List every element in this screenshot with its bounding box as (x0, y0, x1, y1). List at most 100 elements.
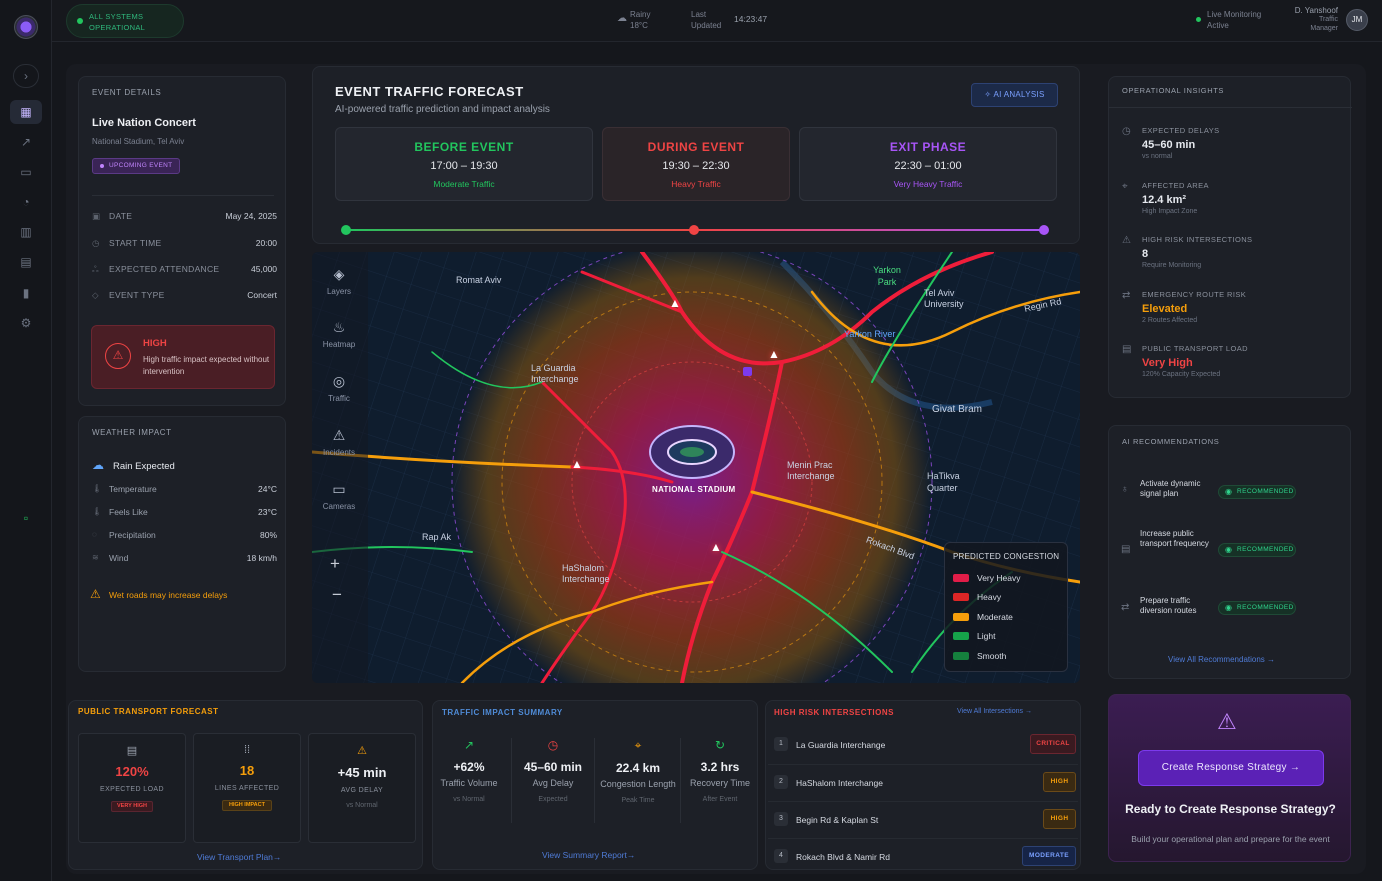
tool-label: Layers (326, 287, 351, 296)
nav-settings[interactable]: ⚙ (10, 311, 42, 335)
link-label: View Summary Report (542, 850, 627, 860)
legend-item: Smooth (953, 646, 1063, 666)
live-dot-icon (1196, 17, 1201, 22)
row-label: EXPECTED ATTENDANCE (109, 264, 220, 274)
intersection-row[interactable]: 4 Rokach Blvd & Namir Rd MODERATE (768, 838, 1078, 874)
nav-alerts[interactable]: ◔ (10, 190, 42, 214)
route-icon: ⁞⁞ (243, 744, 251, 756)
nav-dashboard[interactable]: ▦ (10, 100, 42, 124)
recommendation-text: Prepare traffic diversion routes (1140, 596, 1197, 615)
row-value: Concert (247, 290, 277, 300)
expand-sidebar-button[interactable]: › (13, 64, 39, 88)
phase-during-event[interactable]: DURING EVENT 19:30 – 22:30 Heavy Traffic (602, 127, 790, 201)
row-value: 45,000 (251, 264, 277, 274)
row-value: 18 km/h (246, 553, 277, 563)
badge-dot-icon (100, 164, 104, 168)
tool-cameras[interactable]: ▭ Cameras (312, 481, 366, 511)
nav-status[interactable]: ▫ (10, 506, 42, 530)
intersection-name: La Guardia Interchange (796, 740, 886, 750)
view-all-intersections-link[interactable]: View All Intersections → (957, 708, 1032, 715)
insight-value: Very High (1142, 357, 1193, 369)
tool-traffic[interactable]: ◎ Traffic (312, 373, 366, 403)
alert-triangle-icon: ⚠ (1122, 235, 1131, 246)
bar-chart-icon: ▮ (22, 286, 30, 300)
stat-label: AVG DELAY (340, 787, 384, 794)
zoom-out-button[interactable]: − (332, 585, 342, 604)
warning-icon: ⚠ (90, 587, 101, 601)
phase-time: 19:30 – 22:30 (662, 160, 730, 172)
warning-icon: ⚠ (105, 343, 131, 369)
timeline-marker-during[interactable] (689, 225, 699, 235)
transport-stat: ⁞⁞ 18 LINES AFFECTED HIGH IMPACT (193, 733, 301, 843)
incident-marker-icon[interactable]: ▲ (768, 347, 780, 361)
insight-value: Elevated (1142, 303, 1188, 315)
nav-analytics[interactable]: ↗ (10, 130, 42, 154)
incident-marker-icon[interactable]: ▲ (669, 296, 681, 310)
legend-label: Light (977, 631, 996, 642)
intersection-row[interactable]: 1 La Guardia Interchange CRITICAL (768, 727, 1078, 763)
stat-value: +45 min (337, 765, 387, 780)
warning-icon: ⚠ (357, 745, 367, 757)
phase-title: DURING EVENT (647, 140, 745, 154)
view-all-recommendations-link[interactable]: View All Recommendations → (1168, 655, 1275, 664)
view-transport-plan-link[interactable]: View Transport Plan→ (197, 852, 281, 862)
link-label: View Transport Plan (197, 852, 273, 862)
legend-swatch (953, 593, 969, 602)
stat-badge: HIGH IMPACT (222, 800, 272, 811)
stat-sub: After Event (702, 796, 738, 803)
create-strategy-button[interactable]: Create Response Strategy → (1138, 750, 1324, 786)
app-logo[interactable] (14, 15, 38, 39)
event-badge-label: UPCOMING EVENT (109, 162, 173, 169)
insights-section-title: OPERATIONAL INSIGHTS (1122, 86, 1225, 95)
phase-status: Moderate Traffic (433, 179, 495, 189)
impact-stat: ↻ 3.2 hrs Recovery Time After Event (680, 738, 760, 803)
timeline-marker-exit[interactable] (1039, 225, 1049, 235)
zoom-in-button[interactable]: + (330, 554, 340, 573)
view-summary-report-link[interactable]: View Summary Report→ (542, 850, 635, 860)
route-icon: ⇄ (1122, 290, 1131, 301)
phase-time: 17:00 – 19:30 (430, 160, 498, 172)
incident-marker-icon[interactable]: ▲ (571, 457, 583, 471)
cloud-rain-icon: ☁ (617, 13, 627, 24)
timeline-marker-before[interactable] (341, 225, 351, 235)
tool-heatmap[interactable]: ♨ Heatmap (312, 319, 366, 349)
tool-layers[interactable]: ◈ Layers (312, 266, 366, 296)
place-label: Givat Bram (932, 404, 983, 415)
phase-exit[interactable]: EXIT PHASE 22:30 – 01:00 Very Heavy Traf… (799, 127, 1057, 201)
upcoming-event-badge: UPCOMING EVENT (92, 158, 181, 174)
traffic-map[interactable]: ▲ ▲ ▲ ▲ NATIONAL STADIUM Romat Aviv Yark… (312, 252, 1080, 683)
intersection-name: HaShalom Interchange (796, 778, 883, 788)
recommended-badge: ◉ RECOMMENDED (1218, 601, 1296, 615)
row-value: May 24, 2025 (225, 211, 277, 221)
place-label: HaTikva Quarter (927, 471, 960, 493)
ai-analysis-button[interactable]: ✧ AI ANALYSIS (971, 83, 1058, 107)
nav-buildings[interactable]: ▥ (10, 220, 42, 244)
nav-cameras[interactable]: ▭ (10, 160, 42, 184)
intersection-row[interactable]: 2 HaShalom Interchange HIGH (768, 764, 1078, 800)
droplet-icon: ◌ (92, 530, 97, 539)
row-number: 4 (774, 849, 788, 863)
impact-stat: ⌖ 22.4 km Congestion Length Peak Time (598, 738, 678, 804)
intersection-row[interactable]: 3 Begin Rd & Kaplan St HIGH (768, 801, 1078, 837)
nav-transport[interactable]: ▤ (10, 250, 42, 274)
camera-marker-icon[interactable] (743, 367, 752, 376)
stat-label: LINES AFFECTED (214, 785, 280, 792)
alert-triangle-icon: ⚠ (332, 427, 346, 443)
place-label: HaShalom Interchange (562, 563, 610, 584)
row-number: 3 (774, 812, 788, 826)
monitor-icon: ▭ (332, 481, 346, 497)
wind-icon: ≋ (92, 553, 99, 562)
check-circle-icon: ◉ (1225, 487, 1233, 496)
tool-label: Cameras (322, 502, 356, 511)
clock-icon: ◷ (92, 238, 100, 248)
insight-item: ⇄ EMERGENCY ROUTE RISK Elevated 2 Routes A… (1122, 290, 1342, 324)
avatar[interactable]: JM (1346, 9, 1368, 31)
phase-before-event[interactable]: BEFORE EVENT 17:00 – 19:30 Moderate Traf… (335, 127, 593, 201)
cta-subtitle: Build your operational plan and prepare … (1131, 834, 1330, 844)
user-name: D. Yanshoof (1294, 6, 1338, 15)
incident-marker-icon[interactable]: ▲ (710, 540, 722, 554)
nav-reports[interactable]: ▮ (10, 281, 42, 305)
phase-time: 22:30 – 01:00 (894, 160, 962, 172)
sparkle-icon: ✧ (984, 90, 994, 99)
tool-incidents[interactable]: ⚠ Incidents (312, 427, 366, 457)
